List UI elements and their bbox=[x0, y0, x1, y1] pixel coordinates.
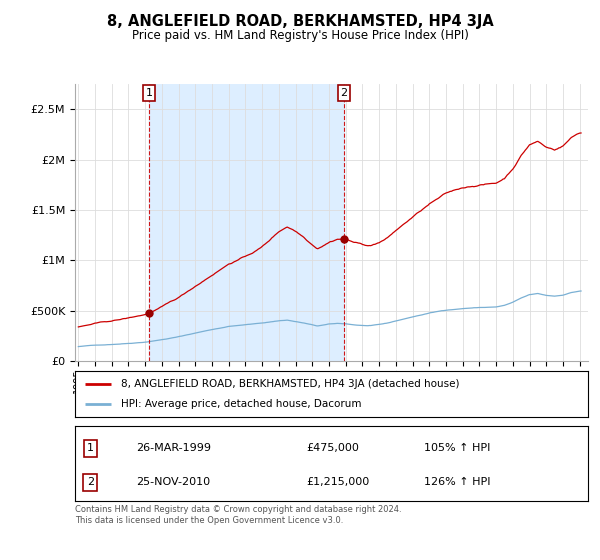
Text: 2: 2 bbox=[340, 88, 347, 98]
Text: 1: 1 bbox=[146, 88, 152, 98]
Text: HPI: Average price, detached house, Dacorum: HPI: Average price, detached house, Daco… bbox=[121, 399, 362, 409]
Text: £475,000: £475,000 bbox=[306, 444, 359, 453]
Text: 8, ANGLEFIELD ROAD, BERKHAMSTED, HP4 3JA: 8, ANGLEFIELD ROAD, BERKHAMSTED, HP4 3JA bbox=[107, 14, 493, 29]
Text: £1,215,000: £1,215,000 bbox=[306, 477, 369, 487]
Text: 2: 2 bbox=[87, 477, 94, 487]
Text: Price paid vs. HM Land Registry's House Price Index (HPI): Price paid vs. HM Land Registry's House … bbox=[131, 29, 469, 42]
Text: 1: 1 bbox=[87, 444, 94, 453]
Text: 25-NOV-2010: 25-NOV-2010 bbox=[137, 477, 211, 487]
Text: 26-MAR-1999: 26-MAR-1999 bbox=[137, 444, 212, 453]
Text: Contains HM Land Registry data © Crown copyright and database right 2024.
This d: Contains HM Land Registry data © Crown c… bbox=[75, 505, 401, 525]
Bar bbox=[149, 84, 344, 361]
Text: 105% ↑ HPI: 105% ↑ HPI bbox=[424, 444, 490, 453]
Text: 8, ANGLEFIELD ROAD, BERKHAMSTED, HP4 3JA (detached house): 8, ANGLEFIELD ROAD, BERKHAMSTED, HP4 3JA… bbox=[121, 379, 460, 389]
Text: 126% ↑ HPI: 126% ↑ HPI bbox=[424, 477, 490, 487]
